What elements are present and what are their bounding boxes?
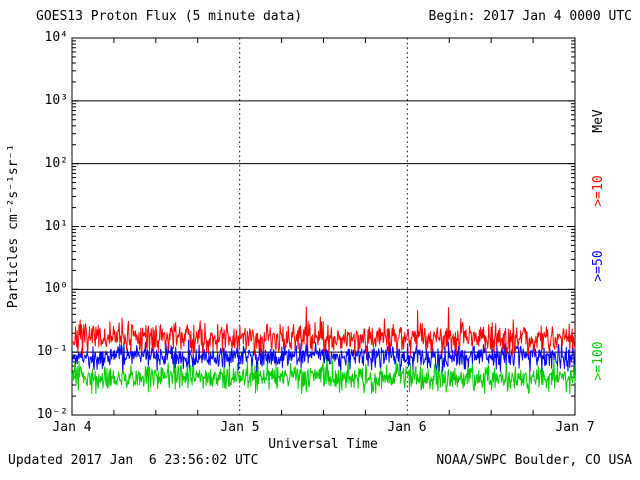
x-axis-label: Universal Time xyxy=(268,437,378,452)
y-tick-label: 10² xyxy=(44,156,68,171)
y-tick-label: 10³ xyxy=(44,93,68,108)
x-tick-label: Jan 4 xyxy=(52,420,92,435)
y-tick-label: 10⁴ xyxy=(44,30,68,45)
y-axis-label: Particles cm⁻²s⁻¹sr⁻¹ xyxy=(6,143,21,309)
x-tick-label: Jan 7 xyxy=(555,420,595,435)
y-tick-label: 10⁻¹ xyxy=(36,344,68,359)
right-axis-unit-label: MeV xyxy=(591,109,606,133)
series-label-ge50: >=50 xyxy=(591,250,606,282)
y-tick-label: 10¹ xyxy=(44,219,68,234)
chart-title: GOES13 Proton Flux (5 minute data) xyxy=(36,9,303,24)
series-label-ge100: >=100 xyxy=(591,341,606,381)
updated-label: Updated 2017 Jan 6 23:56:02 UTC xyxy=(8,453,259,468)
y-tick-label: 10⁻² xyxy=(36,407,68,422)
x-tick-label: Jan 5 xyxy=(220,420,260,435)
series-label-ge10: >=10 xyxy=(591,175,606,207)
y-tick-label: 10⁰ xyxy=(44,281,68,296)
begin-label: Begin: 2017 Jan 4 0000 UTC xyxy=(428,9,633,24)
x-tick-label: Jan 6 xyxy=(387,420,427,435)
source-label: NOAA/SWPC Boulder, CO USA xyxy=(436,453,632,468)
